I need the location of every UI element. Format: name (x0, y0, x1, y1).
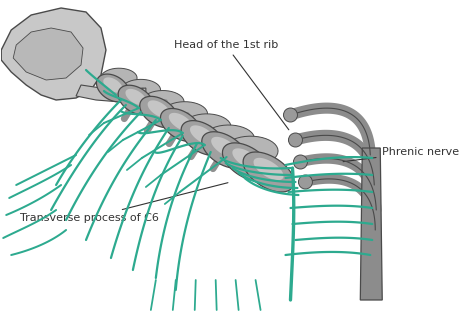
Polygon shape (142, 90, 184, 113)
Polygon shape (161, 108, 201, 142)
Polygon shape (181, 121, 224, 155)
Polygon shape (233, 145, 238, 167)
Polygon shape (126, 89, 146, 105)
Polygon shape (118, 85, 154, 115)
Circle shape (283, 108, 298, 122)
Polygon shape (167, 107, 173, 130)
Polygon shape (254, 158, 283, 180)
Polygon shape (360, 148, 382, 300)
Polygon shape (76, 85, 146, 102)
Circle shape (293, 155, 308, 169)
Polygon shape (103, 77, 123, 93)
Polygon shape (190, 125, 215, 145)
Polygon shape (101, 68, 137, 88)
Polygon shape (169, 113, 193, 131)
Polygon shape (189, 120, 195, 143)
Polygon shape (211, 137, 238, 157)
Polygon shape (223, 136, 278, 166)
Polygon shape (203, 125, 255, 153)
Text: Head of the 1st rib: Head of the 1st rib (173, 40, 289, 130)
Polygon shape (210, 133, 217, 155)
Polygon shape (121, 83, 128, 105)
Polygon shape (255, 157, 261, 177)
Text: Transverse process of C6: Transverse process of C6 (19, 183, 228, 223)
Polygon shape (1, 8, 106, 100)
Polygon shape (182, 114, 231, 140)
Circle shape (289, 133, 302, 147)
Polygon shape (97, 74, 129, 102)
Polygon shape (121, 79, 161, 100)
Text: Phrenic nerve: Phrenic nerve (343, 147, 459, 162)
Polygon shape (202, 132, 247, 168)
Polygon shape (144, 95, 151, 117)
Circle shape (299, 175, 312, 189)
Polygon shape (243, 152, 294, 192)
Polygon shape (232, 148, 261, 170)
Polygon shape (162, 102, 208, 126)
Polygon shape (13, 28, 83, 80)
Polygon shape (140, 96, 178, 128)
Polygon shape (147, 100, 170, 118)
Polygon shape (222, 143, 271, 181)
